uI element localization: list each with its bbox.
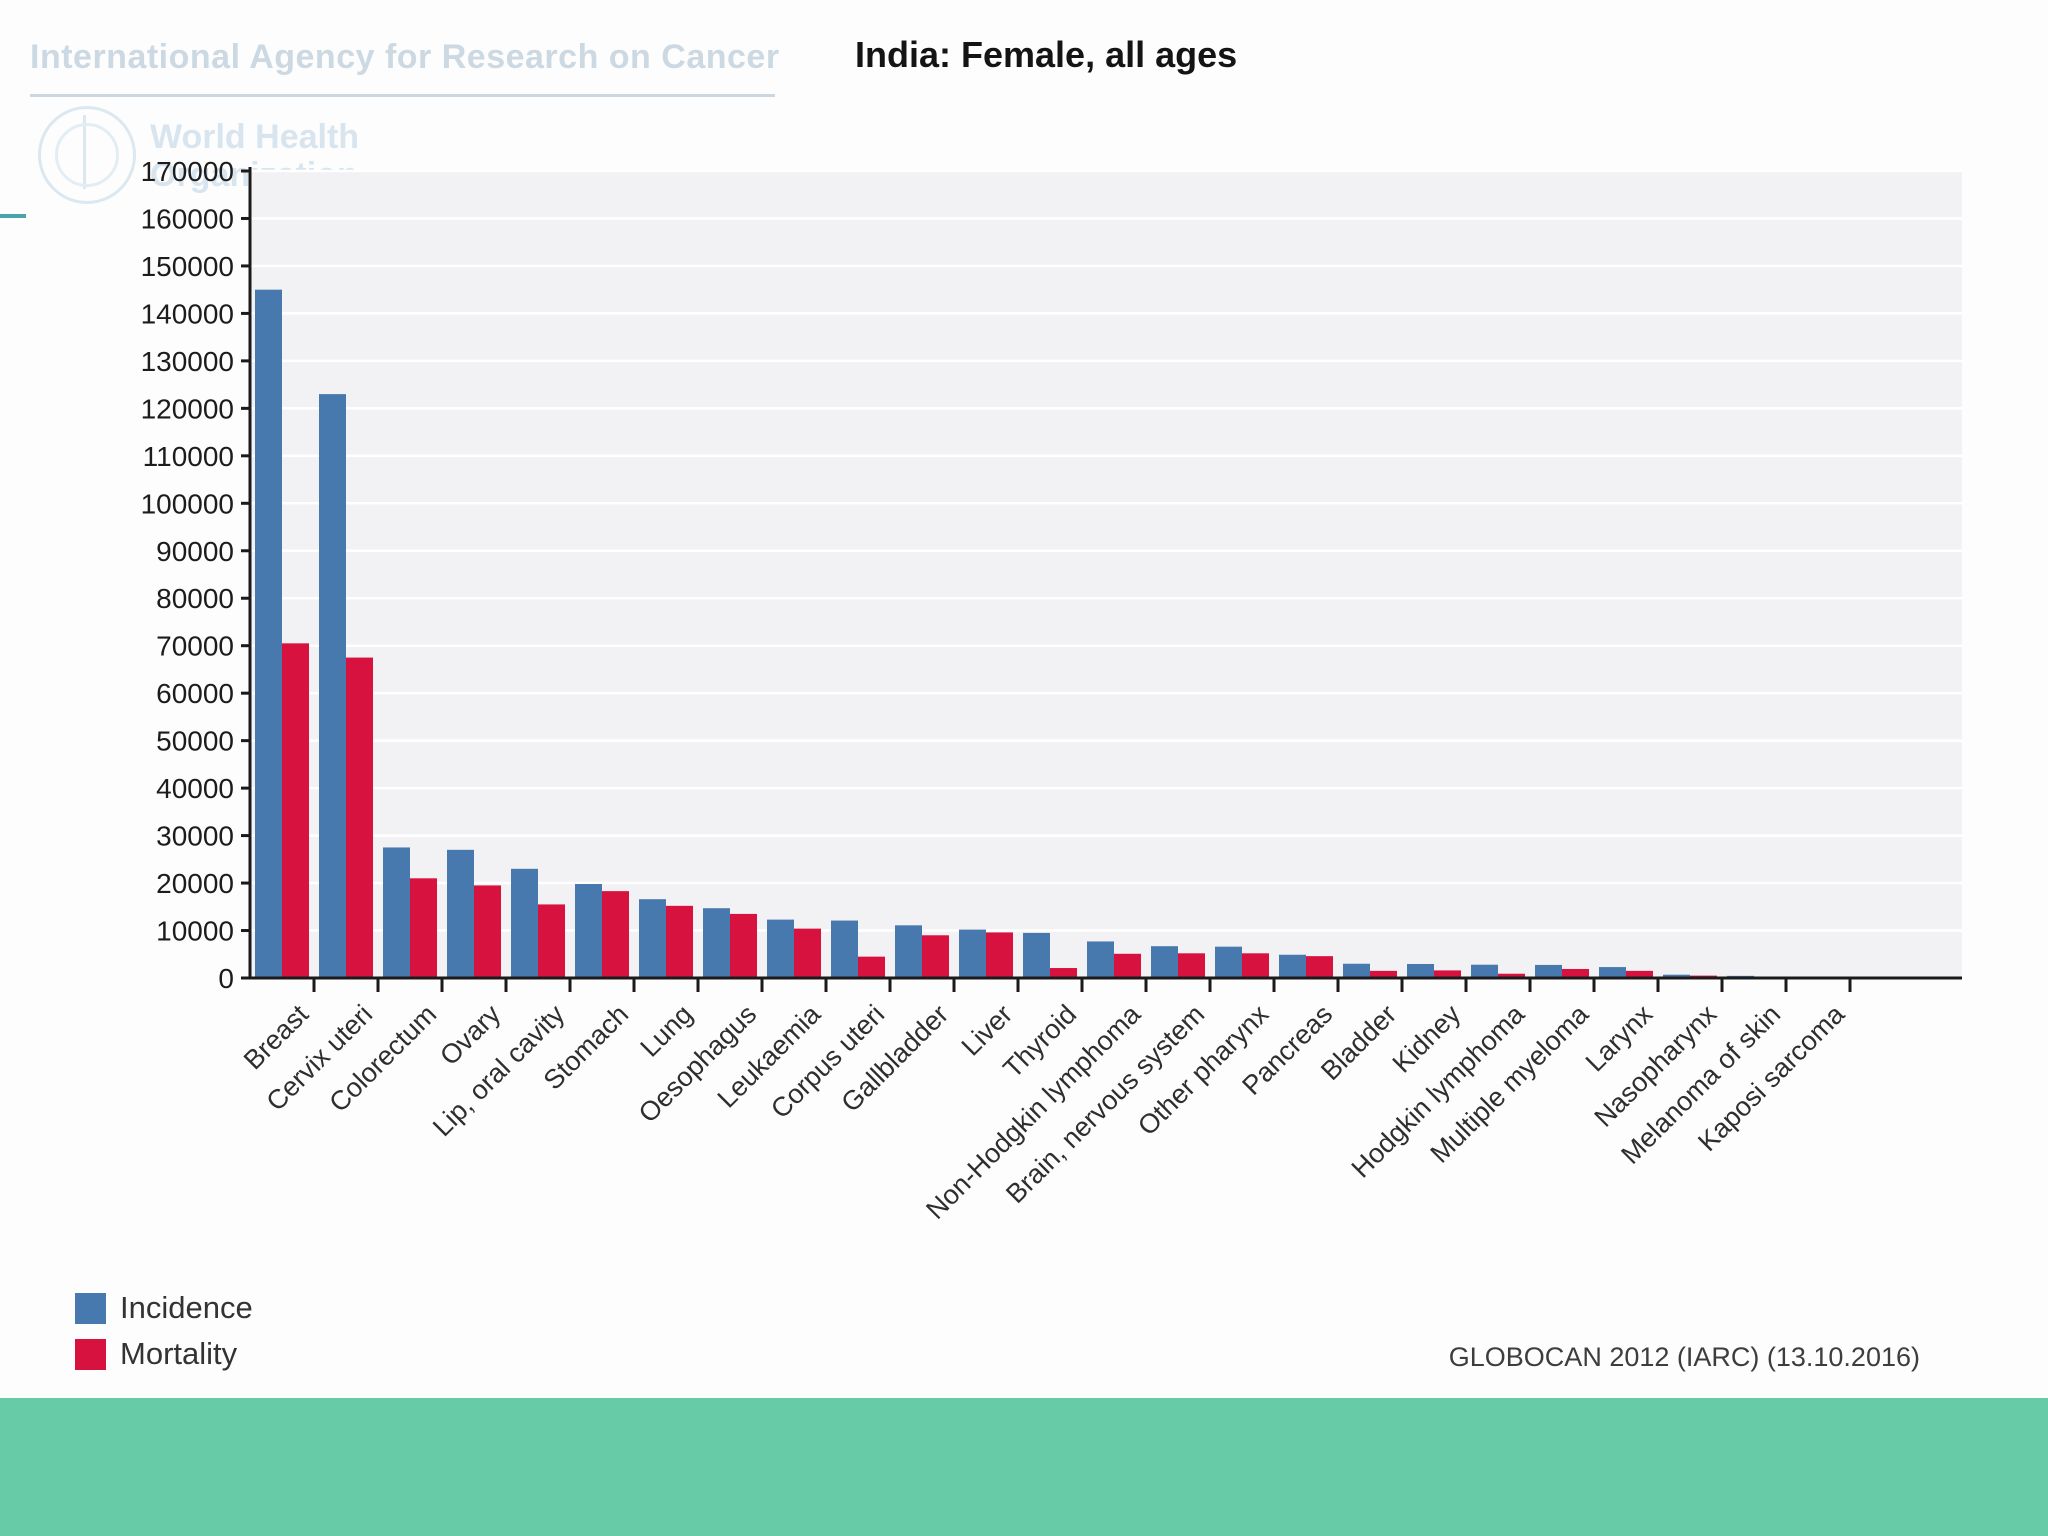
bar-incidence-other-pharynx <box>1215 946 1242 978</box>
bar-incidence-breast <box>255 289 282 978</box>
legend-item-incidence[interactable]: Incidence <box>75 1290 253 1326</box>
bar-incidence-thyroid <box>1023 932 1050 978</box>
bar-mortality-non-hodgkin-lymphoma <box>1114 953 1141 978</box>
bar-mortality-oesophagus <box>730 913 757 978</box>
bar-mortality-colorectum <box>410 878 437 978</box>
bar-mortality-bladder <box>1370 970 1397 978</box>
iarc-header-underline <box>30 94 775 97</box>
bar-mortality-larynx <box>1626 970 1653 978</box>
left-accent-line <box>0 214 26 218</box>
plot-background <box>250 171 1962 978</box>
bottom-band <box>0 1398 2048 1536</box>
legend-label-incidence: Incidence <box>120 1290 253 1325</box>
bar-mortality-leukaemia <box>794 928 821 978</box>
bar-mortality-thyroid <box>1050 968 1077 978</box>
bar-incidence-non-hodgkin-lymphoma <box>1087 941 1114 978</box>
bar-incidence-pancreas <box>1279 954 1306 978</box>
who-logo-line1: World Health <box>150 118 360 156</box>
y-tick-label: 120000 <box>141 393 234 424</box>
mortality-swatch-icon <box>75 1338 106 1370</box>
bar-mortality-multiple-myeloma <box>1562 968 1589 978</box>
y-tick-label: 140000 <box>141 298 234 329</box>
y-tick-label: 30000 <box>156 821 234 852</box>
y-tick-label: 110000 <box>143 441 234 472</box>
bar-incidence-liver <box>959 929 986 978</box>
bar-mortality-ovary <box>474 885 501 978</box>
bar-mortality-other-pharynx <box>1242 953 1269 978</box>
bar-incidence-stomach <box>575 884 602 978</box>
y-tick-label: 70000 <box>156 631 234 662</box>
bar-mortality-pancreas <box>1306 956 1333 978</box>
bar-incidence-lip-oral-cavity <box>511 868 538 978</box>
bar-incidence-corpus-uteri <box>831 920 858 978</box>
bar-mortality-kidney <box>1434 970 1461 978</box>
y-tick-label: 170000 <box>141 156 234 187</box>
bar-mortality-gallbladder <box>922 935 949 978</box>
bar-mortality-breast <box>282 643 309 978</box>
bar-incidence-brain-nervous-system <box>1151 946 1178 978</box>
bar-mortality-lip-oral-cavity <box>538 904 565 978</box>
y-tick-label: 10000 <box>156 916 234 947</box>
bar-mortality-hodgkin-lymphoma <box>1498 973 1525 978</box>
bar-incidence-multiple-myeloma <box>1535 964 1562 978</box>
bar-incidence-larynx <box>1599 967 1626 978</box>
bar-incidence-ovary <box>447 849 474 978</box>
bar-mortality-cervix-uteri <box>346 657 373 978</box>
bar-mortality-corpus-uteri <box>858 956 885 978</box>
y-tick-label: 80000 <box>156 583 234 614</box>
y-tick-label: 60000 <box>156 678 234 709</box>
bar-mortality-stomach <box>602 891 629 978</box>
legend-label-mortality: Mortality <box>120 1336 238 1371</box>
bar-mortality-brain-nervous-system <box>1178 953 1205 978</box>
y-tick-label: 160000 <box>141 203 234 234</box>
chart-legend: Incidence Mortality <box>75 1290 253 1382</box>
bar-incidence-colorectum <box>383 847 410 978</box>
who-logo-icon <box>38 106 136 204</box>
legend-item-mortality[interactable]: Mortality <box>75 1336 253 1372</box>
bar-incidence-leukaemia <box>767 919 794 978</box>
source-note: GLOBOCAN 2012 (IARC) (13.10.2016) <box>1448 1342 1920 1372</box>
y-tick-label: 20000 <box>156 868 234 899</box>
bar-incidence-cervix-uteri <box>319 394 346 978</box>
chart-title: India: Female, all ages <box>855 34 1238 75</box>
bar-incidence-hodgkin-lymphoma <box>1471 964 1498 978</box>
iarc-header-text: International Agency for Research on Can… <box>30 38 780 76</box>
y-tick-label: 100000 <box>141 488 234 519</box>
y-tick-label: 150000 <box>141 251 234 282</box>
bar-incidence-bladder <box>1343 963 1370 978</box>
bar-incidence-lung <box>639 899 666 978</box>
bar-mortality-lung <box>666 905 693 978</box>
bar-incidence-oesophagus <box>703 908 730 978</box>
bar-incidence-gallbladder <box>895 925 922 978</box>
y-tick-label: 90000 <box>156 536 234 567</box>
y-tick-label: 50000 <box>156 726 234 757</box>
y-tick-label: 0 <box>218 963 234 994</box>
y-tick-label: 130000 <box>141 346 234 377</box>
bar-mortality-liver <box>986 932 1013 978</box>
incidence-swatch-icon <box>75 1292 106 1324</box>
y-tick-label: 40000 <box>156 773 234 804</box>
bar-incidence-nasopharynx <box>1663 974 1690 978</box>
bar-incidence-kidney <box>1407 963 1434 978</box>
